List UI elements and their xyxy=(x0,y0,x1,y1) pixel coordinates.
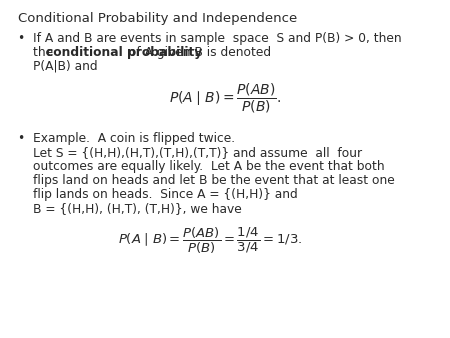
Text: •: • xyxy=(17,32,24,45)
Text: outcomes are equally likely.  Let A be the event that both: outcomes are equally likely. Let A be th… xyxy=(33,160,385,173)
Text: If A and B are events in sample  space  S and P(B) > 0, then: If A and B are events in sample space S … xyxy=(33,32,401,45)
Text: P(A|B) and: P(A|B) and xyxy=(33,60,98,73)
Text: Conditional Probability and Independence: Conditional Probability and Independence xyxy=(18,12,297,25)
Text: Let S = {(H,H),(H,T),(T,H),(T,T)} and assume  all  four: Let S = {(H,H),(H,T),(T,H),(T,T)} and as… xyxy=(33,146,362,159)
Text: Example.  A coin is flipped twice.: Example. A coin is flipped twice. xyxy=(33,132,235,145)
Text: B = {(H,H), (H,T), (T,H)}, we have: B = {(H,H), (H,T), (T,H)}, we have xyxy=(33,202,242,215)
Text: of A given B is denoted: of A given B is denoted xyxy=(125,46,271,59)
Text: $P(A \mid B) = \dfrac{P(AB)}{P(B)} = \dfrac{1/4}{3/4} = 1/3.$: $P(A \mid B) = \dfrac{P(AB)}{P(B)} = \df… xyxy=(118,226,302,256)
Text: conditional probability: conditional probability xyxy=(46,46,202,59)
Text: flip lands on heads.  Since A = {(H,H)} and: flip lands on heads. Since A = {(H,H)} a… xyxy=(33,188,298,201)
Text: flips land on heads and let B be the event that at least one: flips land on heads and let B be the eve… xyxy=(33,174,395,187)
Text: $P(A \mid B) = \dfrac{P(AB)}{P(B)}.$: $P(A \mid B) = \dfrac{P(AB)}{P(B)}.$ xyxy=(169,82,281,115)
Text: the: the xyxy=(33,46,57,59)
Text: •: • xyxy=(17,132,24,145)
